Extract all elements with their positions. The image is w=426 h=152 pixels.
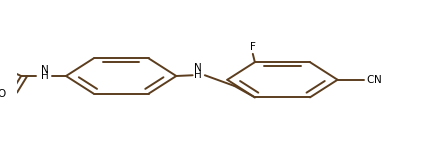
Text: O: O: [0, 89, 6, 99]
Text: H: H: [193, 70, 201, 80]
Text: N: N: [193, 63, 201, 73]
Text: N: N: [41, 65, 49, 75]
Text: N: N: [374, 75, 382, 85]
Text: F: F: [250, 42, 256, 52]
Text: H: H: [41, 71, 49, 81]
Text: C: C: [366, 75, 374, 85]
